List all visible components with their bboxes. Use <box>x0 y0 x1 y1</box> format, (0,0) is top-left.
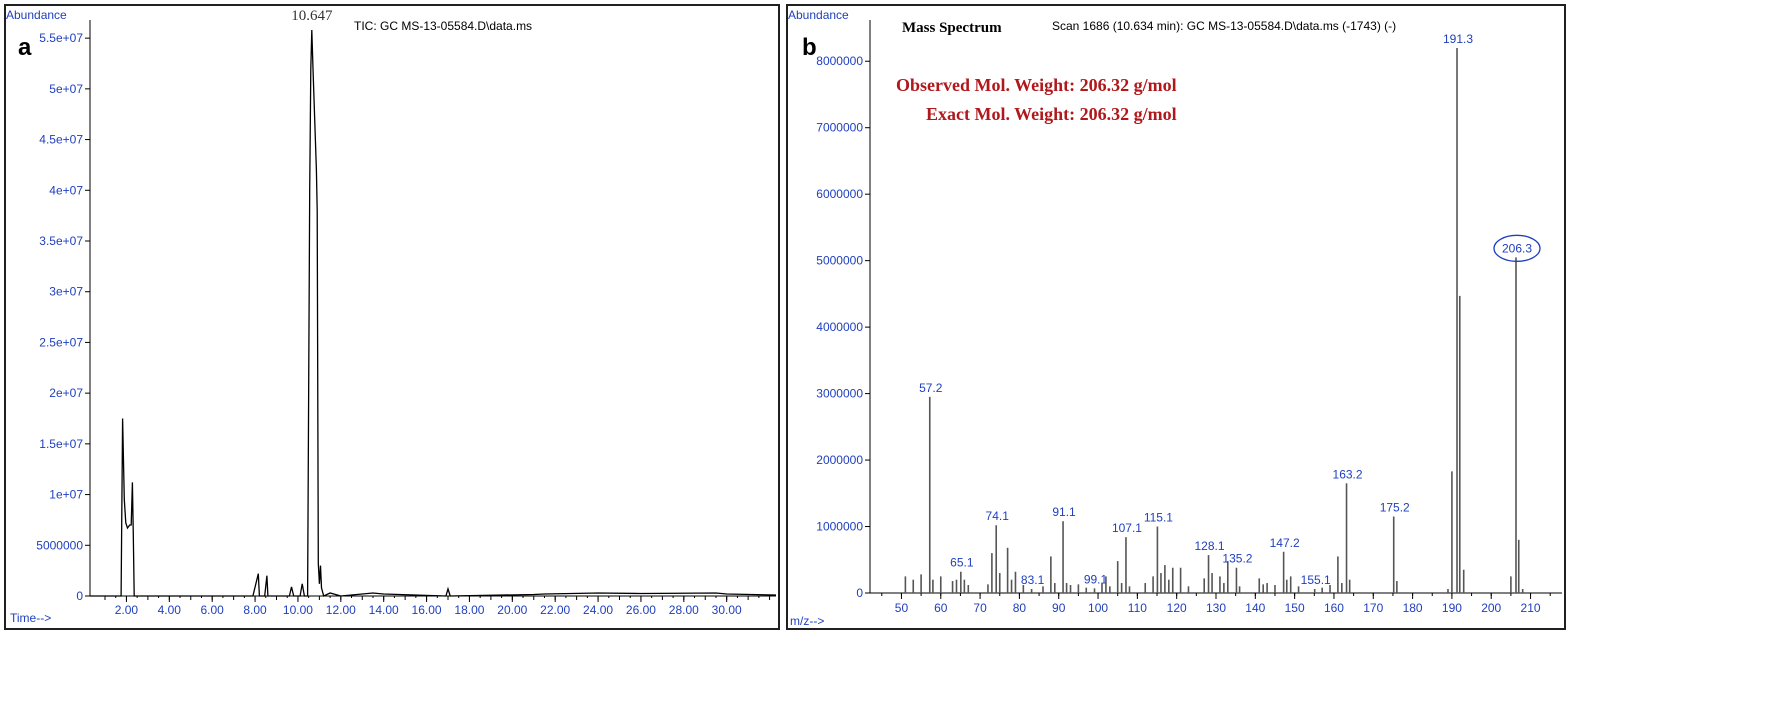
peak-label: 155.1 <box>1301 573 1331 587</box>
x-tick-label-a: 12.00 <box>326 603 356 617</box>
y-tick-label-b: 4000000 <box>816 320 863 334</box>
y-tick-label-b: 8000000 <box>816 54 863 68</box>
x-tick-label-b: 160 <box>1324 601 1344 615</box>
peak-label: 83.1 <box>1021 573 1045 587</box>
mass-spectrum-title: Mass Spectrum <box>902 20 1002 36</box>
y-tick-label-a: 4e+07 <box>49 183 83 197</box>
peak-label: 107.1 <box>1112 521 1142 535</box>
x-tick-label-b: 210 <box>1521 601 1541 615</box>
peak-label: 57.2 <box>919 381 943 395</box>
y-tick-label-a: 0 <box>76 589 83 603</box>
chromatogram-title: TIC: GC MS-13-05584.D\data.ms <box>354 19 533 33</box>
y-tick-label-a: 1.5e+07 <box>39 437 83 451</box>
y-tick-label-b: 5000000 <box>816 254 863 268</box>
mass-spectrum-subtitle: Scan 1686 (10.634 min): GC MS-13-05584.D… <box>1052 19 1397 33</box>
chromatogram-panel: 0 5000000 1e+07 1.5e+07 2e+07 2.5e+07 3e+07 3.5… <box>4 4 780 630</box>
x-tick-label-b: 110 <box>1128 601 1147 615</box>
panel-letter-a: a <box>18 34 32 61</box>
peak-label: 115.1 <box>1144 511 1173 525</box>
y-tick-label-a: 4.5e+07 <box>39 133 83 147</box>
peak-label: 135.2 <box>1222 552 1252 566</box>
x-tick-label-a: 14.00 <box>369 603 399 617</box>
panel-letter-b: b <box>802 34 817 61</box>
y-tick-label-b: 0 <box>856 586 863 600</box>
y-tick-label-b: 6000000 <box>816 187 863 201</box>
x-tick-label-a: 26.00 <box>626 603 656 617</box>
tic-trace <box>90 29 777 597</box>
y-tick-label-b: 1000000 <box>816 520 863 534</box>
x-tick-label-a: 8.00 <box>243 603 267 617</box>
x-tick-label-b: 200 <box>1481 601 1501 615</box>
peak-label: 191.3 <box>1443 32 1473 46</box>
x-tick-label-b: 100 <box>1088 601 1108 615</box>
peak-label-10-647: 10.647 <box>291 8 333 24</box>
peak-label: 147.2 <box>1270 536 1300 550</box>
x-tick-label-b: 190 <box>1442 601 1462 615</box>
y-tick-label-a: 5.5e+07 <box>39 31 83 45</box>
observed-mol-weight: Observed Mol. Weight: 206.32 g/mol <box>896 75 1177 95</box>
x-tick-label-a: 30.00 <box>712 603 742 617</box>
peak-label: 206.3 <box>1502 241 1532 255</box>
y-tick-label-a: 3e+07 <box>49 285 83 299</box>
x-axis-label-b: m/z--> <box>790 614 825 628</box>
x-tick-label-a: 20.00 <box>497 603 527 617</box>
y-tick-label-b: 3000000 <box>816 387 863 401</box>
x-axis-label-a: Time--> <box>10 611 52 625</box>
x-tick-label-b: 130 <box>1206 601 1226 615</box>
y-tick-label-a: 3.5e+07 <box>39 234 83 248</box>
x-tick-label-b: 170 <box>1363 601 1383 615</box>
x-tick-label-b: 60 <box>934 601 948 615</box>
y-tick-label-b: 2000000 <box>816 453 863 467</box>
peak-label: 91.1 <box>1052 505 1076 519</box>
x-tick-label-b: 180 <box>1403 601 1423 615</box>
mass-spectrum-plot: 0 1000000 2000000 3000000 4000000 5000000 6000… <box>816 20 1562 615</box>
x-tick-label-b: 150 <box>1285 601 1305 615</box>
x-tick-label-b: 70 <box>973 601 987 615</box>
x-tick-label-a: 18.00 <box>454 603 484 617</box>
peak-label: 163.2 <box>1333 467 1363 481</box>
x-tick-label-b: 90 <box>1052 601 1066 615</box>
y-tick-label-a: 5000000 <box>36 538 83 552</box>
mass-spectrum-panel: 0 1000000 2000000 3000000 4000000 5000000 6000… <box>786 4 1566 630</box>
peak-label: 99.1 <box>1084 572 1108 586</box>
y-tick-label-b: 7000000 <box>816 121 863 135</box>
peak-label: 74.1 <box>986 509 1010 523</box>
x-tick-label-a: 24.00 <box>583 603 613 617</box>
x-tick-label-a: 28.00 <box>669 603 699 617</box>
y-axis-label-b: Abundance <box>788 8 849 22</box>
x-tick-label-a: 2.00 <box>115 603 139 617</box>
x-tick-label-a: 6.00 <box>201 603 225 617</box>
y-tick-label-a: 5e+07 <box>49 82 83 96</box>
x-tick-label-a: 22.00 <box>540 603 570 617</box>
peak-label: 128.1 <box>1195 539 1225 553</box>
x-tick-label-b: 140 <box>1245 601 1265 615</box>
peak-label: 175.2 <box>1380 501 1410 515</box>
x-tick-label-b: 120 <box>1167 601 1187 615</box>
x-tick-label-a: 16.00 <box>412 603 442 617</box>
peak-label: 65.1 <box>950 556 974 570</box>
molecular-ion-highlight-ellipse <box>1493 234 1541 262</box>
y-tick-label-a: 1e+07 <box>49 488 83 502</box>
y-axis-label-a: Abundance <box>6 8 67 22</box>
exact-mol-weight: Exact Mol. Weight: 206.32 g/mol <box>926 104 1177 124</box>
y-tick-label-a: 2e+07 <box>49 386 83 400</box>
x-tick-label-a: 4.00 <box>158 603 182 617</box>
x-tick-label-b: 50 <box>895 601 909 615</box>
x-tick-label-a: 10.00 <box>283 603 313 617</box>
chromatogram-plot: 0 5000000 1e+07 1.5e+07 2e+07 2.5e+07 3e+07 3.5… <box>36 8 777 617</box>
y-tick-label-a: 2.5e+07 <box>39 335 83 349</box>
x-tick-label-b: 80 <box>1013 601 1027 615</box>
bottom-margin <box>0 632 1772 716</box>
